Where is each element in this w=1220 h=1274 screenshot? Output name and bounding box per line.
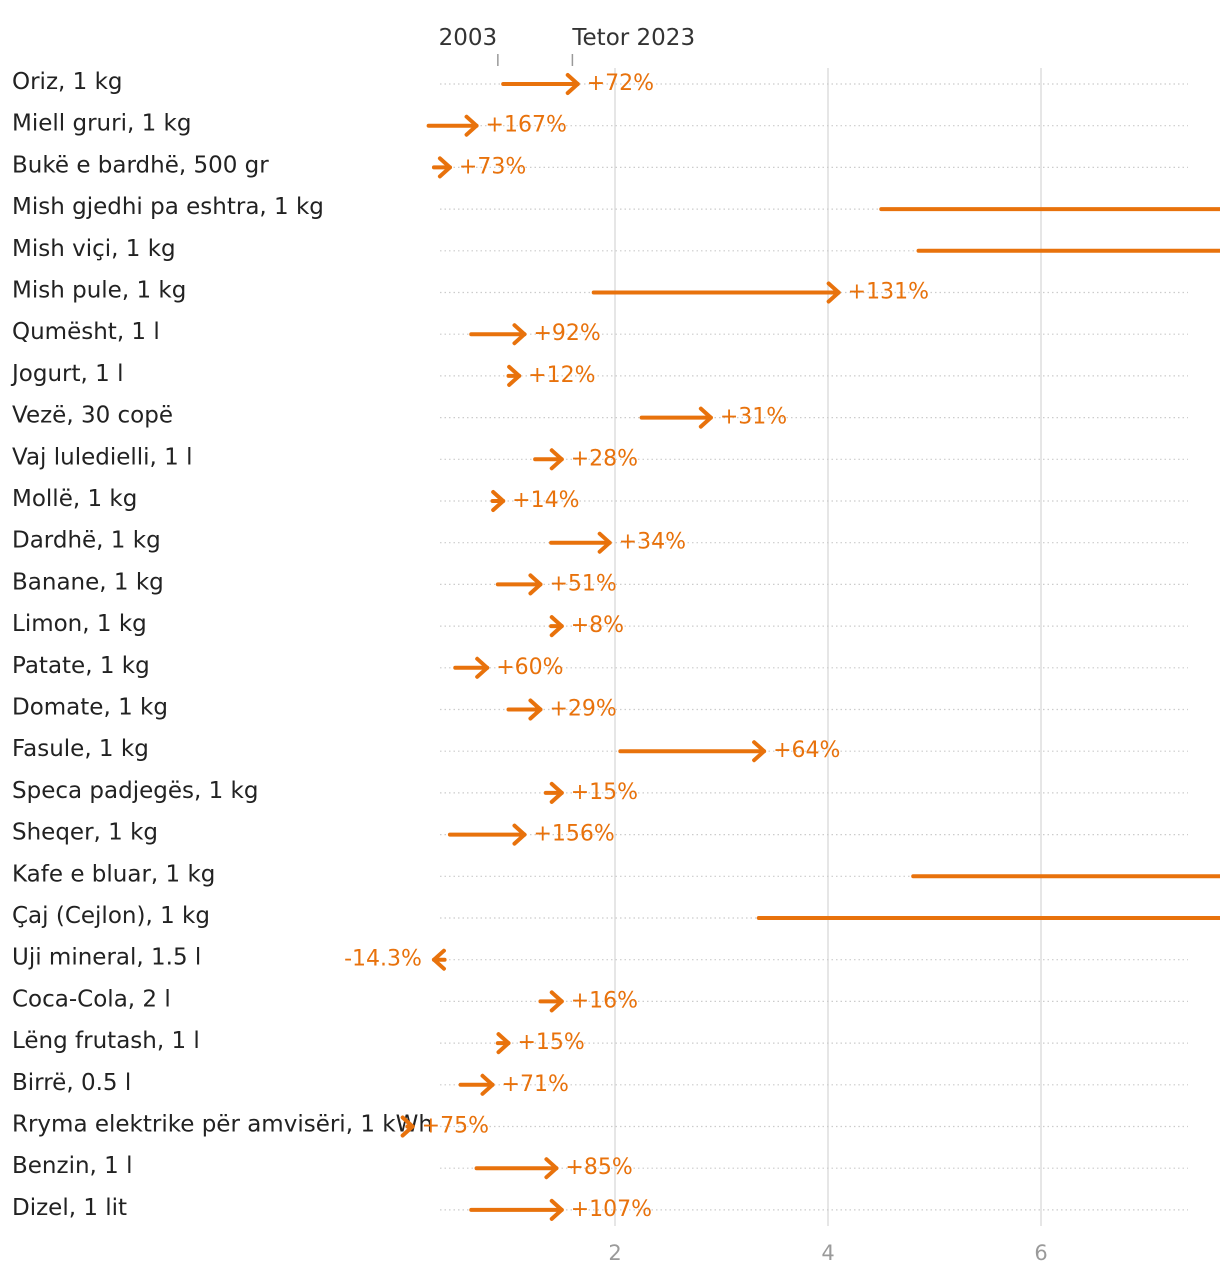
category-label: Uji mineral, 1.5 l	[12, 945, 201, 971]
change-label: +51%	[549, 571, 616, 596]
category-label: Fasule, 1 kg	[12, 736, 149, 762]
change-label: +34%	[619, 530, 686, 555]
category-label: Dizel, 1 lit	[12, 1195, 127, 1221]
arrow-head	[512, 823, 527, 846]
category-labels: Oriz, 1 kg Miell gruri, 1 kg Bukë e bardhë…	[10, 69, 433, 1221]
x-axis-ticks: 246810	[608, 1241, 1047, 1265]
category-label: Rryma elektrike për amvisëri, 1 kWh	[12, 1112, 433, 1138]
category-label: Mish pule, 1 kg	[12, 278, 186, 304]
category-label: Çaj (Cejlon), 1 kg	[12, 903, 210, 929]
arrow-head	[597, 531, 612, 554]
category-label: Birrë, 0.5 l	[12, 1070, 131, 1096]
change-label: +60%	[496, 655, 563, 680]
change-label: +72%	[587, 71, 654, 96]
arrow-head	[437, 156, 452, 179]
arrow-head	[491, 490, 506, 512]
category-label: Domate, 1 kg	[12, 695, 168, 721]
category-label: Patate, 1 kg	[12, 653, 150, 679]
category-label: Jogurt, 1 l	[10, 361, 123, 387]
category-label: Lëng frutash, 1 l	[12, 1028, 200, 1054]
arrow-head	[752, 740, 767, 763]
arrow-head	[565, 73, 580, 95]
arrow-head	[549, 781, 564, 804]
category-label: Vezë, 30 copë	[12, 403, 173, 429]
category-label: Speca padjegës, 1 kg	[12, 778, 258, 804]
category-label: Oriz, 1 kg	[12, 69, 123, 95]
change-label: +12%	[528, 363, 595, 388]
legend: 2003 Tetor 2023	[439, 25, 695, 66]
arrow-head	[512, 323, 527, 346]
category-label: Mollë, 1 kg	[12, 486, 137, 512]
category-label: Mish gjedhi pa eshtra, 1 kg	[12, 194, 324, 220]
arrow-head	[475, 656, 490, 679]
arrow-head	[826, 281, 841, 304]
category-label: Sheqer, 1 kg	[12, 820, 158, 846]
category-label: Limon, 1 kg	[12, 611, 147, 637]
grid	[614, 68, 1042, 1226]
change-label: +15%	[571, 780, 638, 805]
change-label: +8%	[571, 613, 624, 638]
category-label: Vaj luledielli, 1 l	[12, 444, 193, 470]
category-label: Coca-Cola, 2 l	[12, 986, 171, 1012]
change-label: +29%	[549, 697, 616, 722]
change-label: +107%	[571, 1197, 652, 1222]
category-label: Bukë e bardhë, 500 gr	[12, 152, 269, 178]
arrow-head	[549, 990, 564, 1013]
change-label: +131%	[848, 280, 929, 305]
change-label: +92%	[533, 321, 600, 346]
category-label: Qumësht, 1 l	[12, 319, 160, 345]
change-label: +156%	[533, 822, 614, 847]
arrow-head	[400, 1115, 415, 1138]
arrow-head	[549, 448, 564, 471]
change-label: +16%	[571, 988, 638, 1013]
category-label: Miell gruri, 1 kg	[12, 111, 191, 137]
legend-start-label: 2003	[439, 25, 498, 51]
arrows	[400, 73, 1220, 1221]
arrow-head	[507, 364, 522, 387]
change-label: +167%	[486, 113, 567, 138]
change-label: +75%	[422, 1114, 489, 1139]
arrow-head	[528, 698, 543, 721]
arrow-head	[464, 114, 479, 137]
arrow-head	[480, 1073, 495, 1096]
arrow-head	[549, 1198, 564, 1221]
change-label: -14.3%	[344, 947, 422, 972]
change-label: +71%	[502, 1072, 569, 1097]
arrow-head	[549, 615, 564, 638]
change-label: +85%	[565, 1155, 632, 1180]
arrow-head	[544, 1157, 559, 1180]
category-label: Benzin, 1 l	[12, 1153, 133, 1179]
category-label: Kafe e bluar, 1 kg	[12, 861, 215, 887]
change-label: +28%	[571, 446, 638, 471]
arrow-head	[431, 948, 446, 971]
change-label: +14%	[512, 488, 579, 513]
arrow-head	[496, 1032, 511, 1055]
category-label: Mish viçi, 1 kg	[12, 236, 176, 262]
x-tick-label: 6	[1034, 1241, 1047, 1265]
change-label: +73%	[459, 154, 526, 179]
change-label: +31%	[720, 405, 787, 430]
change-label: +15%	[518, 1030, 585, 1055]
x-tick-label: 4	[821, 1241, 834, 1265]
category-label: Banane, 1 kg	[12, 569, 164, 595]
change-labels: +72%+167%+73%+96%+109%+131%+92%+12%+31%+…	[344, 71, 929, 1222]
legend-end-label: Tetor 2023	[571, 25, 695, 51]
x-tick-label: 2	[608, 1241, 621, 1265]
arrow-head	[698, 406, 713, 429]
category-label: Dardhë, 1 kg	[12, 528, 161, 554]
arrow-head	[528, 573, 543, 596]
change-label: +64%	[773, 738, 840, 763]
